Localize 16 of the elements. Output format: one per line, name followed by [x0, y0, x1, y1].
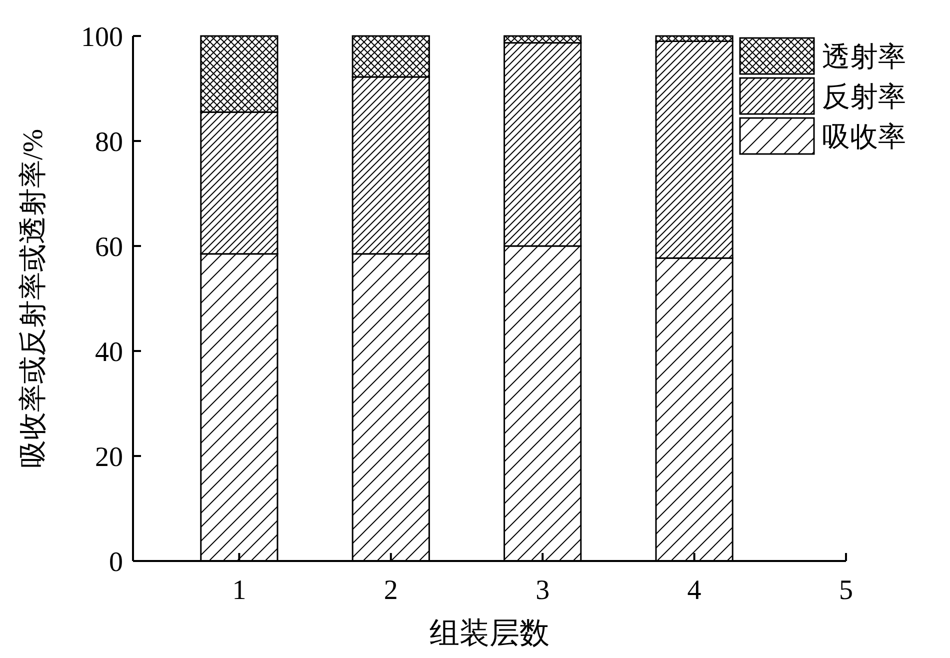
x-tick-label: 3: [536, 575, 550, 606]
legend-label: 反射率: [822, 82, 906, 113]
y-tick-label: 40: [95, 337, 123, 368]
y-axis-title: 吸收率或反射率或透射率/%: [18, 128, 49, 468]
legend-label: 吸收率: [822, 122, 906, 153]
x-tick-label: 1: [232, 575, 246, 606]
x-tick-label: 2: [384, 575, 398, 606]
y-tick-label: 60: [95, 232, 123, 263]
x-axis-title: 组装层数: [430, 617, 550, 650]
y-tick-label: 0: [109, 547, 123, 578]
legend-label: 透射率: [822, 42, 906, 73]
x-tick-label: 5: [839, 575, 853, 606]
y-tick-label: 80: [95, 127, 123, 158]
y-tick-label: 20: [95, 442, 123, 473]
x-tick-label: 4: [687, 575, 702, 606]
y-tick-label: 100: [81, 22, 123, 53]
